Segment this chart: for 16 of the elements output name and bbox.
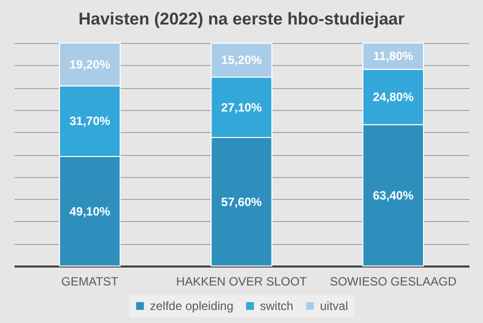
- data-label: 63,40%: [372, 188, 414, 202]
- legend-label: zelfde opleiding: [150, 299, 234, 313]
- legend-label: switch: [260, 299, 294, 313]
- legend-label: uitval: [320, 299, 348, 313]
- data-label: 31,70%: [69, 114, 111, 128]
- x-tick-label: GEMATST: [61, 274, 120, 288]
- x-tick-label: HAKKEN OVER SLOOT: [176, 274, 308, 288]
- data-label: 27,10%: [221, 100, 262, 114]
- data-label: 19,20%: [69, 57, 111, 72]
- data-label: 11,80%: [373, 49, 414, 64]
- data-label: 15,20%: [221, 53, 262, 68]
- chart-title: Havisten (2022) na eerste hbo-studiejaar: [78, 10, 405, 28]
- data-label: 24,80%: [372, 90, 414, 104]
- data-label: 57,60%: [221, 194, 262, 209]
- x-tick-label: SOWIESO GESLAAGD: [330, 274, 457, 288]
- data-label: 49,10%: [69, 204, 111, 218]
